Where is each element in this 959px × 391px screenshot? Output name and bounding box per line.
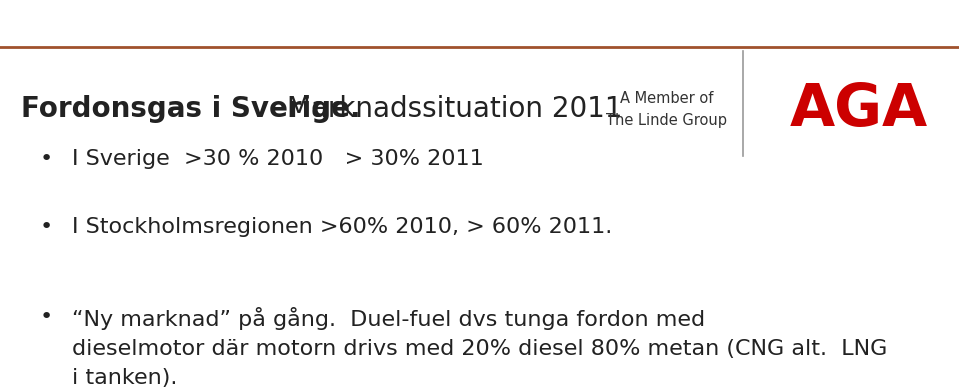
Text: AGA: AGA bbox=[789, 81, 927, 138]
Text: Marknadssituation 2011: Marknadssituation 2011 bbox=[278, 95, 622, 124]
Text: I Stockholmsregionen >60% 2010, > 60% 2011.: I Stockholmsregionen >60% 2010, > 60% 20… bbox=[72, 217, 612, 237]
Text: I Sverige  >30 % 2010   > 30% 2011: I Sverige >30 % 2010 > 30% 2011 bbox=[72, 149, 483, 169]
Text: •: • bbox=[39, 307, 53, 327]
Text: •: • bbox=[39, 217, 53, 237]
Text: Fordonsgas i Sverige.: Fordonsgas i Sverige. bbox=[21, 95, 361, 124]
Text: •: • bbox=[39, 149, 53, 169]
Text: A Member of
The Linde Group: A Member of The Linde Group bbox=[606, 91, 727, 128]
Text: “Ny marknad” på gång.  Duel-fuel dvs tunga fordon med
dieselmotor där motorn dri: “Ny marknad” på gång. Duel-fuel dvs tung… bbox=[72, 307, 887, 387]
